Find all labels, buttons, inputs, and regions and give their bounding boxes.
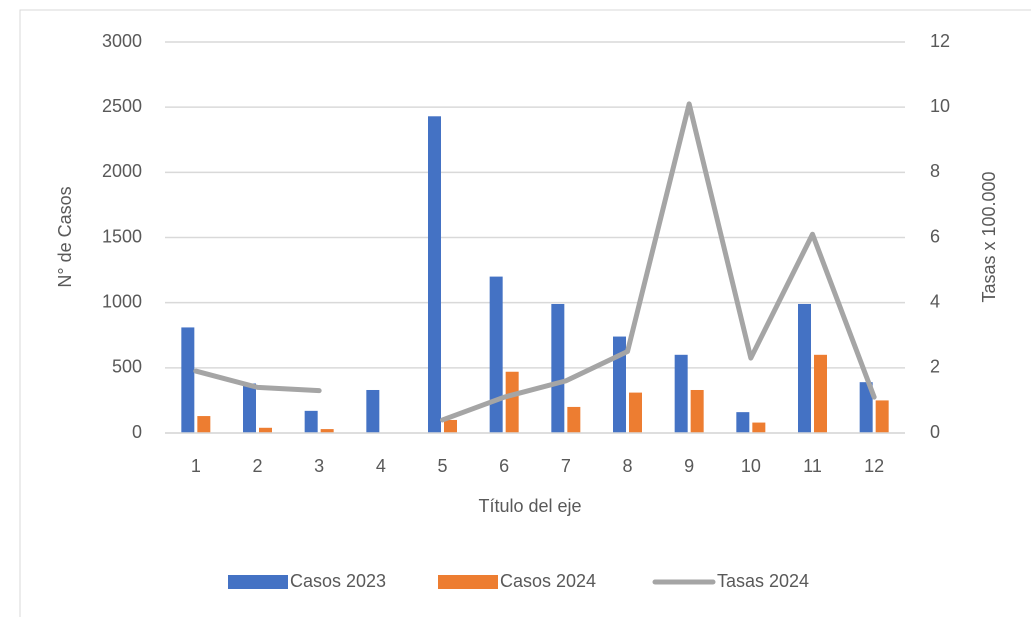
x-tick-label: 5 [437,456,447,476]
y-tick-label: 500 [112,357,142,377]
y-tick-label: 2000 [102,161,142,181]
bar [736,412,750,433]
bar [613,336,626,433]
x-tick-label: 10 [741,456,761,476]
bar [551,303,565,433]
bar [814,354,827,433]
x-tick-label: 3 [314,456,324,476]
bar [489,276,503,433]
x-tick-label: 11 [803,456,822,476]
y-tick-label: 0 [132,422,142,442]
x-axis-title: Título del eje [478,496,581,516]
x-tick-label: 6 [499,456,509,476]
y2-tick-label: 0 [930,422,940,442]
x-tick-label: 4 [376,456,386,476]
x-tick-label: 9 [684,456,694,476]
x-tick-label: 12 [864,456,884,476]
bar [752,422,766,433]
bar [366,389,380,433]
bar [505,371,519,433]
legend-label: Casos 2024 [500,571,596,591]
legend-swatch [228,575,288,589]
bar [875,400,889,433]
bar [629,392,642,433]
y2-tick-label: 12 [930,31,950,51]
x-tick-label: 8 [622,456,632,476]
bar [798,303,811,433]
bar [567,406,581,433]
bar [444,419,457,433]
bar [259,427,272,433]
y2-axis-title: Tasas x 100.000 [979,171,999,302]
bar [197,416,211,433]
bar [674,354,688,433]
y-tick-label: 2500 [102,96,142,116]
bar [859,382,873,433]
bar [181,327,195,433]
y-axis-title: N° de Casos [55,186,75,287]
x-tick-label: 2 [252,456,262,476]
bar [304,410,318,433]
y2-tick-label: 6 [930,226,940,246]
y-tick-label: 1500 [102,226,142,246]
y2-tick-label: 10 [930,96,950,116]
bar [690,389,704,433]
bar [320,429,334,433]
y2-tick-label: 4 [930,291,940,311]
chart-frame [19,9,1031,617]
y-tick-label: 3000 [102,31,142,51]
y-tick-label: 1000 [102,291,142,311]
x-tick-label: 7 [561,456,571,476]
x-tick-label: 1 [191,456,201,476]
legend-swatch [438,575,498,589]
legend-label: Casos 2023 [290,571,386,591]
y2-tick-label: 2 [930,357,940,377]
bar [243,383,256,433]
bar [428,116,441,433]
line-series [193,101,877,423]
y2-tick-label: 8 [930,161,940,181]
legend-label: Tasas 2024 [717,571,809,591]
